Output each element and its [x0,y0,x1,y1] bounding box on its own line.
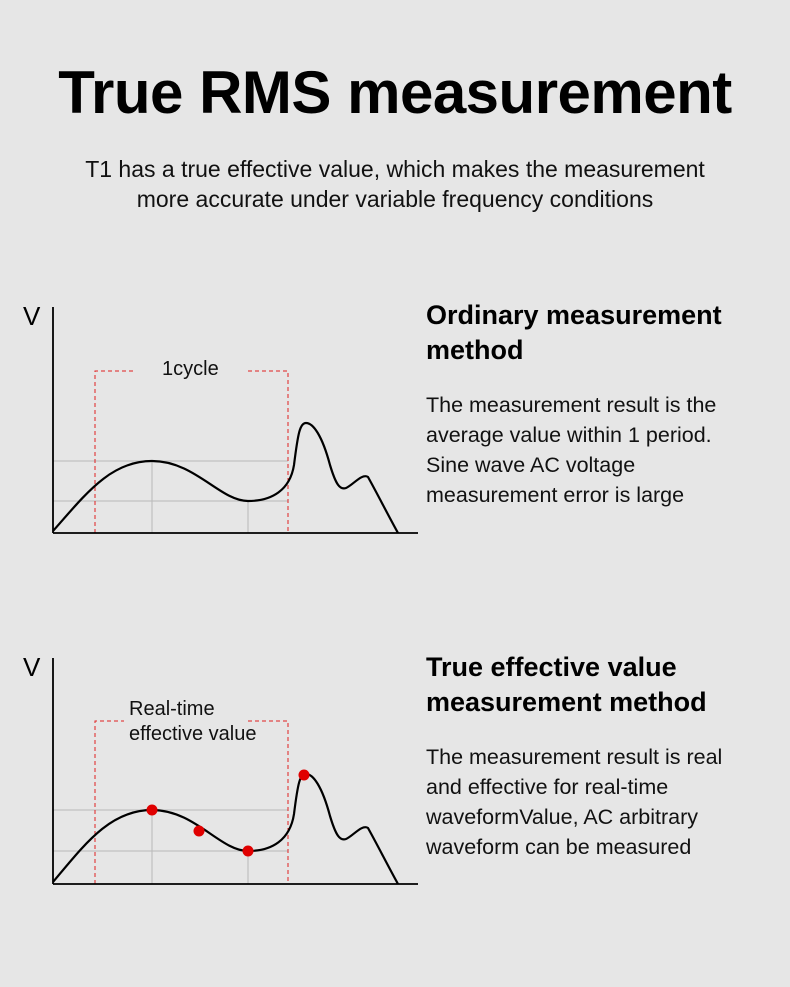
window-label-line: effective value [129,723,257,745]
page-subtitle: T1 has a true effective value, which mak… [0,154,790,214]
description-line: The measurement result is real [426,745,723,769]
y-axis-label: V [23,301,41,331]
grid-lines [53,809,288,884]
window-label-line: Real-time [129,698,215,720]
ordinary-method-title: Ordinary measurement method [426,298,781,368]
title-line: measurement method [426,687,707,717]
title-line: Ordinary measurement [426,300,722,330]
waveform-curve [52,772,399,885]
sample-point [298,769,310,781]
true-rms-method-text: True effective value measurement method … [426,650,781,862]
description-line: and effective for real-time [426,775,669,799]
true-rms-method-description: The measurement result is real and effec… [426,742,781,862]
ordinary-method-description: The measurement result is the average va… [426,390,781,510]
true-rms-diagram: V T Real-time effective value [0,646,420,916]
ordinary-waveform-chart: V T [23,301,418,534]
realtime-window-label: Real-time effective value [129,697,257,747]
grid-lines [53,460,288,533]
description-line: measurement error is large [426,483,685,507]
sample-points [146,769,310,857]
description-line: waveform can be measured [426,835,692,859]
waveform-curve [52,421,399,534]
true-rms-waveform-chart: V T [23,652,418,885]
sample-point [146,804,158,816]
y-axis-label: V [23,652,41,682]
description-line: waveformValue, AC arbitrary [426,805,699,829]
ordinary-method-text: Ordinary measurement method The measurem… [426,298,781,510]
description-line: average value within 1 period. [426,423,712,447]
subtitle-line: T1 has a true effective value, which mak… [85,156,705,182]
title-line: method [426,335,524,365]
sample-point [193,825,205,837]
cycle-window-label: 1cycle [162,357,219,382]
ordinary-method-diagram: V T 1cycle [0,295,420,565]
cycle-window-bracket [94,370,289,533]
page-title: True RMS measurement [58,59,732,126]
description-line: Sine wave AC voltage [426,453,636,477]
true-rms-method-title: True effective value measurement method [426,650,781,720]
description-line: The measurement result is the [426,393,717,417]
subtitle-line: more accurate under variable frequency c… [136,186,654,212]
sample-point [242,845,254,857]
window-label-line: 1cycle [162,358,219,380]
title-line: True effective value [426,652,677,682]
